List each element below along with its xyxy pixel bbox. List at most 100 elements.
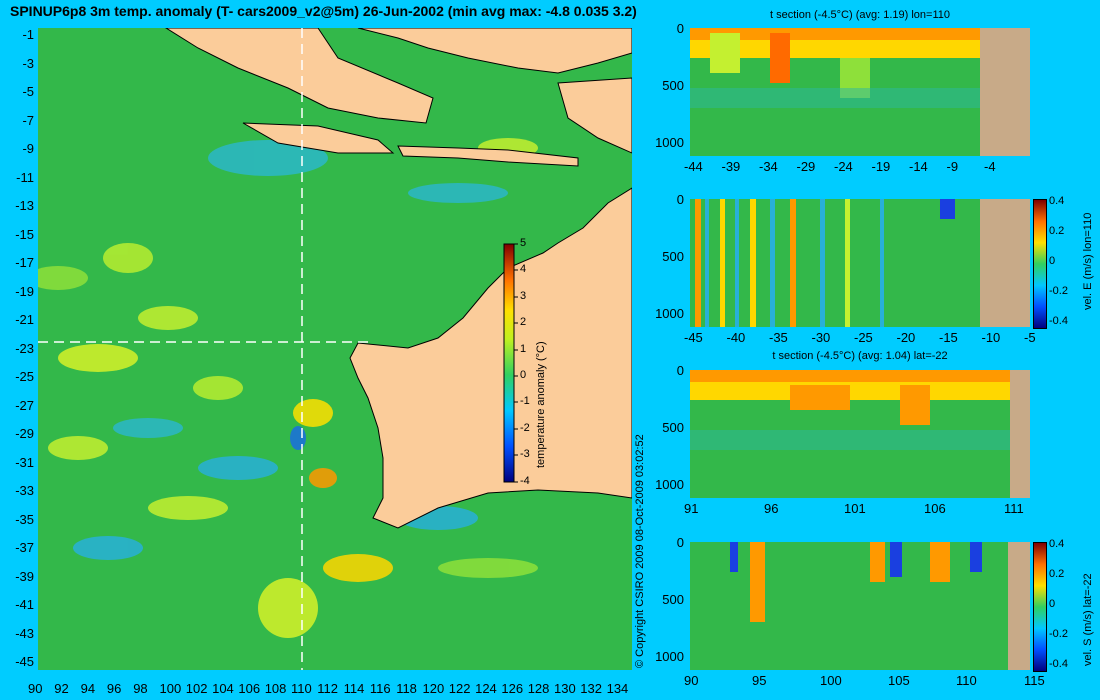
cb-tick: 5: [520, 237, 527, 249]
panel-x-tick: -45: [684, 330, 703, 345]
panel-x-tick: 110: [956, 673, 977, 688]
panel-cb-tick: 0.4: [1049, 538, 1065, 550]
section-panel-2[interactable]: [690, 199, 1030, 327]
cb-tick: 4: [520, 263, 527, 275]
map-colorbar-labels: 5 4 3 2 1 0 -1 -2 -3 -4: [520, 238, 540, 498]
landmasses: [165, 28, 632, 529]
panel-x-tick: 100: [820, 673, 842, 688]
section-title-1: t section (-4.5°C) (avg: 1.19) lon=110: [770, 9, 950, 21]
section-plot-3: [690, 370, 1030, 498]
panel-x-tick: -15: [939, 330, 958, 345]
map-y-tick: -31: [15, 454, 34, 470]
panel-x-tick: -39: [721, 159, 741, 174]
panel-y-tick: 500: [662, 592, 684, 607]
panel-y-tick: 500: [662, 78, 684, 93]
panel-x-tick: -40: [726, 330, 746, 345]
map-y-tick: -45: [15, 654, 34, 669]
panel-x-tick: -5: [1024, 330, 1036, 345]
map-x-axis: 90 92 94 96 98 100 102 104 106 108 110 112 114 116 118…: [28, 682, 648, 698]
cb-tick: 3: [520, 290, 527, 302]
panel-x-tick: -4: [984, 159, 996, 174]
map-colorbar-ticks: [514, 243, 518, 483]
map-y-tick: -29: [15, 426, 34, 441]
panel-x-tick: 95: [752, 673, 767, 688]
panel-cb-tick: -0.2: [1049, 628, 1068, 640]
seabed: [980, 28, 1030, 156]
map-x-tick: 134: [606, 681, 629, 696]
cb-tick: 0: [520, 369, 527, 381]
map-y-tick: -7: [22, 112, 34, 128]
map-x-tick: 120: [422, 681, 445, 696]
panel-cb-tick: -0.4: [1049, 315, 1068, 327]
section-panel-3[interactable]: [690, 370, 1030, 498]
panel-y-tick: 1000: [655, 306, 684, 321]
map-y-tick: -21: [15, 312, 34, 327]
map-x-tick: 124: [475, 681, 497, 696]
panel-x-tick: -24: [834, 159, 853, 174]
cb-tick: -3: [520, 448, 530, 460]
map-x-tick: 130: [554, 681, 576, 696]
panel-cb-tick: -0.4: [1049, 658, 1068, 670]
map-x-tick: 98: [133, 681, 148, 696]
velocity-stripes: [695, 199, 955, 327]
section-title-3: t section (-4.5°C) (avg: 1.04) lat=-22: [772, 350, 948, 362]
panel-x-tick: -19: [871, 159, 891, 174]
panel-x-tick: -44: [684, 159, 703, 174]
panel-cb-tick: -0.2: [1049, 285, 1068, 297]
panel-x-tick: 105: [888, 673, 910, 688]
panel-y-tick: 0: [676, 535, 684, 550]
panel-y-tick: 1000: [655, 135, 684, 150]
map-x-tick: 116: [369, 681, 391, 696]
panel-y-tick: 500: [662, 249, 684, 264]
map-y-tick: -25: [15, 369, 34, 384]
cb-tick: -1: [520, 395, 530, 407]
map-x-tick: 110: [291, 681, 312, 696]
panel-cb-tick: 0.2: [1049, 568, 1065, 580]
cb-tick: 2: [520, 316, 527, 328]
map-y-tick: -43: [15, 625, 34, 641]
eddy-features: [38, 138, 538, 638]
map-x-tick: 128: [527, 681, 550, 696]
seabed: [1008, 542, 1030, 670]
panel-y-tick: 0: [676, 21, 684, 36]
panel-y-tick: 500: [662, 420, 684, 435]
map-x-tick: 104: [212, 681, 234, 696]
section-panel-1[interactable]: [690, 28, 1030, 156]
panel-x-tick: 91: [684, 501, 699, 516]
map-x-tick: 96: [106, 681, 122, 696]
map-y-tick: -11: [16, 169, 34, 185]
cb-tick: -4: [520, 475, 530, 487]
map-x-tick: 122: [448, 681, 471, 696]
copyright-text: © Copyright CSIRO 2009 08-Oct-2009 03:02…: [634, 434, 646, 668]
panel-x-tick: 101: [844, 501, 866, 516]
cb-tick: 1: [520, 343, 527, 355]
map-x-tick: 108: [264, 681, 287, 696]
map-y-tick: -27: [15, 397, 34, 413]
map-x-tick: 112: [317, 681, 339, 696]
panel-x-tick: 115: [1024, 673, 1045, 688]
panel-x-tick: 111: [1004, 501, 1024, 516]
panel-y-tick: 1000: [655, 649, 684, 664]
map-y-axis: -1 -3 -5 -7 -9 -11 -13 -15 -17 -19 -21 -23 -25 -27 -29…: [0, 28, 38, 670]
map-y-tick: -1: [22, 27, 34, 42]
map-x-tick: 90: [28, 681, 43, 696]
map-y-tick: -3: [22, 55, 34, 71]
velocity-colorbar-2: [1033, 542, 1047, 672]
map-y-tick: -35: [15, 511, 34, 527]
map-y-tick: -33: [15, 483, 34, 498]
side-label-1: vel. E (m/s) lon=110: [1082, 212, 1094, 310]
map-y-tick: -9: [22, 141, 34, 156]
map-x-tick: 102: [185, 681, 208, 696]
panel-x-tick: -10: [981, 330, 1001, 345]
seabed: [980, 199, 1030, 327]
map-plot: [38, 28, 632, 670]
map-panel[interactable]: 5 4 3 2 1 0 -1 -2 -3 -4 temperature anom…: [38, 28, 632, 670]
panel-x-tick: 106: [924, 501, 946, 516]
panel-cb-tick: 0: [1049, 598, 1056, 610]
panel-x-tick: -9: [946, 159, 959, 174]
section-panel-4[interactable]: [690, 542, 1030, 670]
panel-x-tick: 96: [764, 501, 779, 516]
section-plot-1: [690, 28, 1030, 156]
panel-y-tick: 0: [676, 363, 684, 378]
seabed: [1010, 370, 1030, 498]
